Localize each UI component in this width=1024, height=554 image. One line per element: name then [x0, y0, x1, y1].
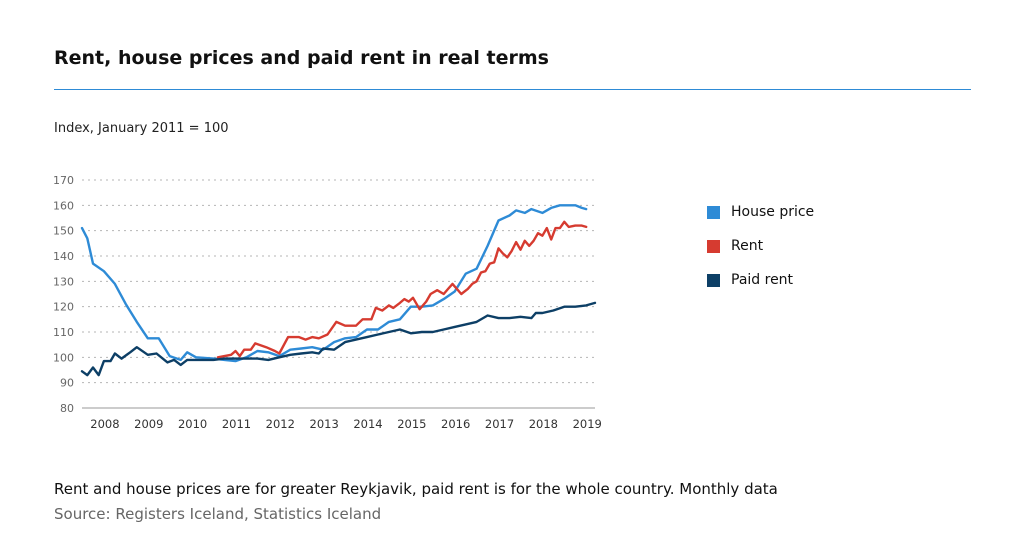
- y-tick-label: 110: [53, 326, 74, 339]
- legend-swatch-house-price: [707, 205, 720, 219]
- x-tick-label: 2009: [134, 417, 163, 431]
- x-tick-label: 2012: [266, 417, 295, 431]
- legend-item-paid-rent: Paid rent: [707, 263, 814, 297]
- x-axis: 2008 2009 2010 2011 2012 2013 2014 2015 2016 2017…: [82, 407, 602, 431]
- chart-title: Rent, house prices and paid rent in real…: [54, 47, 549, 69]
- y-tick-labels: 80 90 100 110 120 130 140 150 160 170: [53, 174, 74, 415]
- gridlines: [82, 179, 595, 384]
- legend: House price Rent Paid rent: [707, 195, 814, 297]
- y-tick-label: 90: [60, 377, 74, 390]
- x-tick-label: 2008: [90, 417, 119, 431]
- x-tick-label: 2017: [485, 417, 514, 431]
- series-line-paid-rent: [80, 301, 597, 377]
- x-tick-label: 2019: [573, 417, 602, 431]
- title-divider: [54, 89, 971, 90]
- y-tick-label: 100: [53, 351, 74, 364]
- x-tick-label: 2014: [353, 417, 382, 431]
- source-note: Source: Registers Iceland, Statistics Ic…: [54, 505, 382, 523]
- x-tick-label: 2015: [397, 417, 426, 431]
- legend-swatch-rent: [707, 239, 720, 253]
- x-tick-label: 2010: [178, 417, 207, 431]
- x-tick-label: 2013: [310, 417, 339, 431]
- legend-item-rent: Rent: [707, 229, 814, 263]
- y-tick-label: 130: [53, 275, 74, 288]
- y-tick-label: 140: [53, 250, 74, 263]
- y-tick-label: 150: [53, 225, 74, 238]
- legend-swatch-paid-rent: [707, 273, 720, 287]
- x-tick-label: 2016: [441, 417, 470, 431]
- legend-label-rent: Rent: [731, 238, 764, 254]
- y-tick-label: 120: [53, 301, 74, 314]
- y-tick-label: 160: [53, 199, 74, 212]
- footnote: Rent and house prices are for greater Re…: [54, 480, 778, 498]
- series-line-rent: [216, 220, 588, 359]
- y-tick-label: 170: [53, 174, 74, 187]
- x-tick-label: 2018: [529, 417, 558, 431]
- legend-label-paid-rent: Paid rent: [731, 272, 794, 288]
- y-tick-label: 80: [60, 402, 74, 415]
- y-axis-label: Index, January 2011 = 100: [54, 121, 229, 136]
- series-line-house-price: [80, 204, 588, 363]
- x-tick-label: 2011: [222, 417, 251, 431]
- legend-item-house-price: House price: [707, 195, 814, 229]
- series-lines: [80, 204, 597, 377]
- legend-label-house-price: House price: [731, 204, 815, 220]
